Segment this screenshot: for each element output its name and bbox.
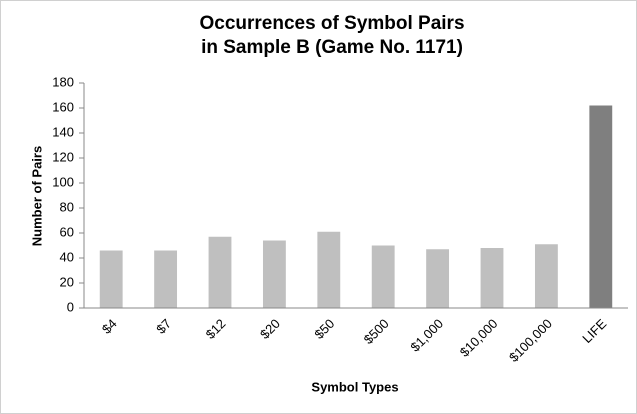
y-tick-label: 140	[52, 124, 74, 139]
y-tick-label: 60	[60, 224, 74, 239]
y-tick-label: 0	[67, 299, 74, 314]
bar	[99, 250, 123, 308]
bar	[534, 244, 558, 308]
y-axis-title: Number of Pairs	[29, 146, 44, 246]
y-tick-label: 160	[52, 99, 74, 114]
x-axis-title: Symbol Types	[311, 379, 398, 394]
y-tick-label: 180	[52, 74, 74, 89]
bar	[154, 250, 178, 308]
chart-title-line: in Sample B (Game No. 1171)	[201, 37, 463, 58]
y-tick-label: 120	[52, 149, 74, 164]
bar	[371, 245, 395, 308]
chart-title-line: Occurrences of Symbol Pairs	[199, 13, 464, 34]
bar	[589, 105, 613, 308]
bar	[262, 240, 286, 308]
bar	[480, 248, 504, 308]
bar	[317, 231, 341, 308]
y-tick-label: 100	[52, 174, 74, 189]
bar	[208, 236, 232, 308]
y-tick-label: 80	[60, 199, 74, 214]
y-tick-label: 20	[60, 274, 74, 289]
y-tick-label: 40	[60, 249, 74, 264]
bar	[426, 249, 450, 308]
